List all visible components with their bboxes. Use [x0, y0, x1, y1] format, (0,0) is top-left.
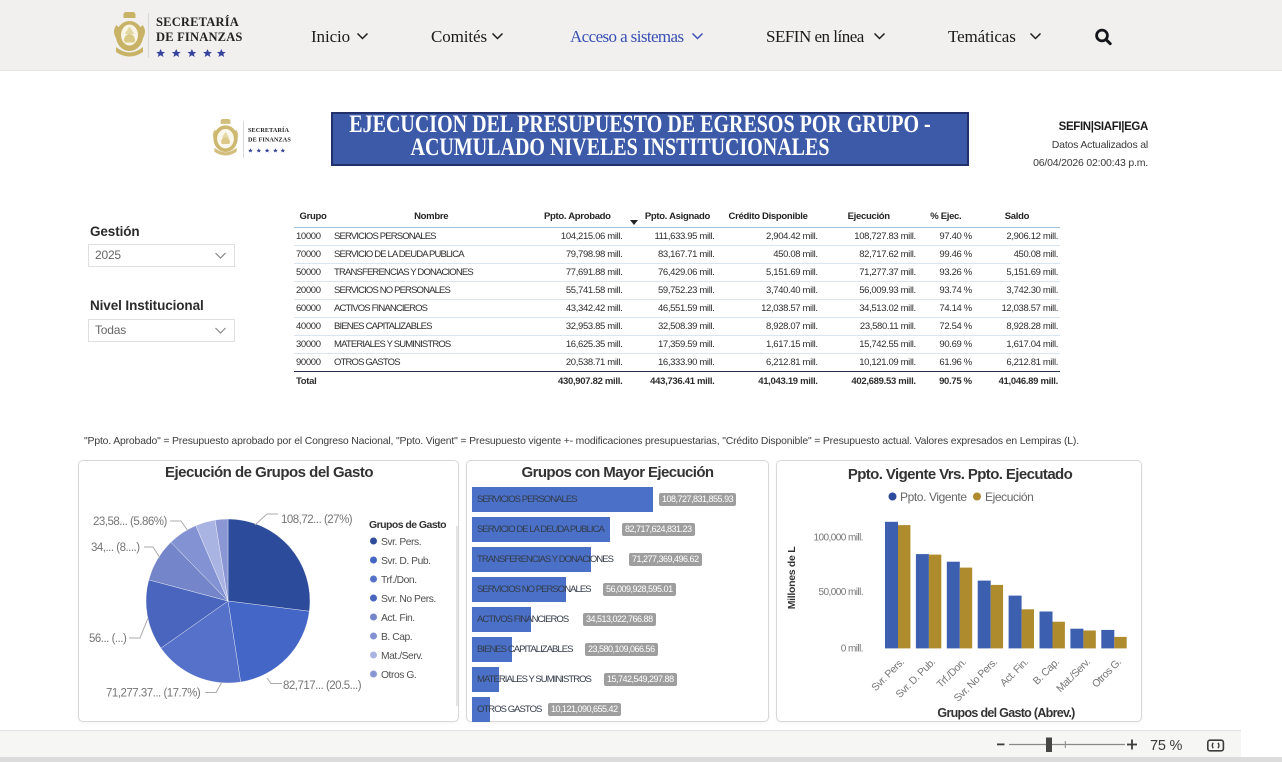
svg-text:100,000 mill.: 100,000 mill.	[813, 533, 863, 544]
svg-text:B. Cap.: B. Cap.	[381, 632, 412, 643]
svg-text:75 %: 75 %	[1150, 738, 1183, 754]
svg-text:Grupos de Gasto: Grupos de Gasto	[369, 519, 446, 531]
svg-text:Grupos del Gasto (Abrev.): Grupos del Gasto (Abrev.)	[937, 706, 1075, 720]
svg-text:Mat./Serv.: Mat./Serv.	[1054, 656, 1093, 695]
svg-text:34,... (8....): 34,... (8....)	[91, 542, 140, 554]
svg-text:Svr. Pers.: Svr. Pers.	[381, 537, 421, 548]
svg-text:Ppto. Vigente Vrs. Ppto. Ejecu: Ppto. Vigente Vrs. Ppto. Ejecutado	[848, 466, 1073, 483]
svg-text:Ejecución de Grupos del Gasto: Ejecución de Grupos del Gasto	[165, 464, 373, 481]
svg-text:Svr. No Pers.: Svr. No Pers.	[381, 594, 436, 605]
svg-text:0 mill.: 0 mill.	[841, 644, 863, 655]
svg-text:Otros G.: Otros G.	[381, 670, 416, 681]
svg-text:Trf./Don.: Trf./Don.	[381, 575, 417, 586]
svg-text:Ejecución: Ejecución	[985, 490, 1033, 504]
svg-text:Otros G.: Otros G.	[1090, 656, 1124, 690]
svg-text:Svr. D. Pub.: Svr. D. Pub.	[381, 556, 431, 567]
svg-text:Mat./Serv.: Mat./Serv.	[381, 651, 423, 662]
svg-text:71,277.37... (17.7%): 71,277.37... (17.7%)	[106, 688, 201, 700]
svg-text:56... (...): 56... (...)	[89, 633, 127, 645]
svg-text:DE FINANZAS: DE FINANZAS	[248, 137, 291, 144]
svg-text:82,717... (20.5...): 82,717... (20.5...)	[283, 680, 362, 692]
svg-text:23,58... (5.86%): 23,58... (5.86%)	[93, 516, 167, 528]
svg-text:Millones de L: Millones de L	[786, 546, 798, 609]
svg-text:SECRETARÍA: SECRETARÍA	[248, 126, 290, 134]
svg-text:Ppto. Vigente: Ppto. Vigente	[900, 490, 967, 504]
svg-text:Act. Fin.: Act. Fin.	[381, 613, 415, 624]
svg-text:Act. Fin.: Act. Fin.	[998, 656, 1031, 689]
svg-text:108,72... (27%): 108,72... (27%)	[281, 514, 353, 526]
svg-text:50,000 mill.: 50,000 mill.	[818, 587, 863, 598]
